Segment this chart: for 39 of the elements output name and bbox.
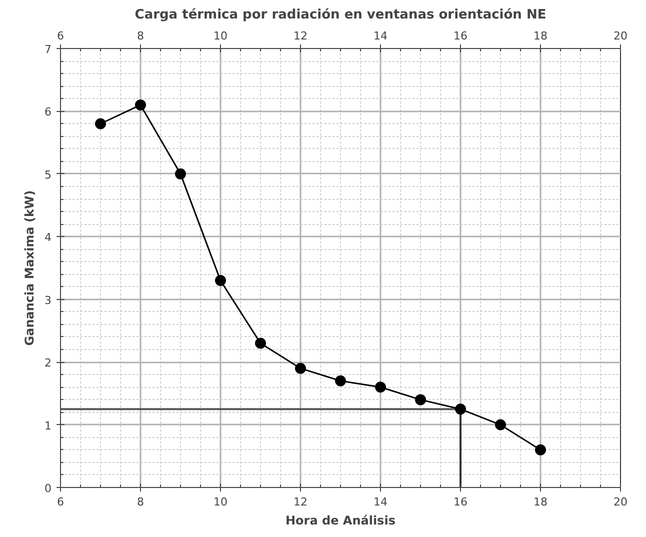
y-tick-label: 5: [44, 168, 52, 182]
y-tick-label: 7: [44, 43, 52, 56]
point: [375, 382, 386, 393]
y-tick-label: 1: [44, 419, 52, 432]
x-tick-label: 20: [614, 30, 628, 42]
point: [175, 168, 186, 180]
x2-tick-label: 16: [454, 496, 468, 508]
x-tick-label: 8: [137, 30, 144, 42]
y-tick-label: 4: [44, 231, 52, 244]
point: [455, 404, 466, 415]
x2-tick-label: 8: [137, 496, 144, 508]
x2-tick-label: 20: [614, 496, 628, 508]
x2-tick-label: 6: [57, 496, 64, 508]
x-tick-label: 16: [454, 30, 468, 42]
x2-tick-label: 10: [214, 496, 228, 508]
y-axis-title: Ganancia Maxima (kW): [22, 190, 36, 346]
point: [135, 99, 146, 110]
x-tick-label: 6: [57, 30, 64, 42]
y-tick-label: 0: [44, 482, 52, 495]
y-tick-label: 6: [44, 106, 52, 119]
x-axis-title: Hora de Análisis: [286, 514, 396, 528]
x2-tick-label: 14: [374, 496, 388, 508]
point: [415, 394, 426, 406]
point: [255, 338, 266, 349]
point: [535, 444, 546, 456]
point: [95, 118, 106, 130]
point: [295, 362, 306, 374]
point: [495, 419, 506, 430]
x-tick-label: 10: [214, 30, 228, 42]
x2-tick-label: 18: [534, 496, 548, 508]
x-tick-label: 12: [294, 30, 308, 42]
x-tick-label: 18: [534, 30, 548, 42]
point: [215, 275, 226, 286]
x-tick-label: 14: [374, 30, 388, 42]
y-tick-label: 3: [44, 294, 52, 307]
chart-title: Carga térmica por radiación en ventanas orientación NE: [134, 8, 546, 22]
point: [335, 375, 346, 386]
y-tick-label: 2: [44, 356, 52, 370]
x2-tick-label: 12: [294, 496, 308, 508]
